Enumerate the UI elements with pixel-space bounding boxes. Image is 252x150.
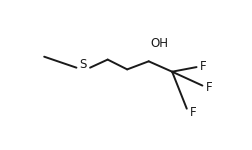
Text: S: S (80, 58, 87, 71)
Text: F: F (206, 81, 213, 94)
Text: F: F (190, 106, 196, 119)
Text: OH: OH (150, 37, 168, 50)
Text: F: F (200, 60, 206, 73)
